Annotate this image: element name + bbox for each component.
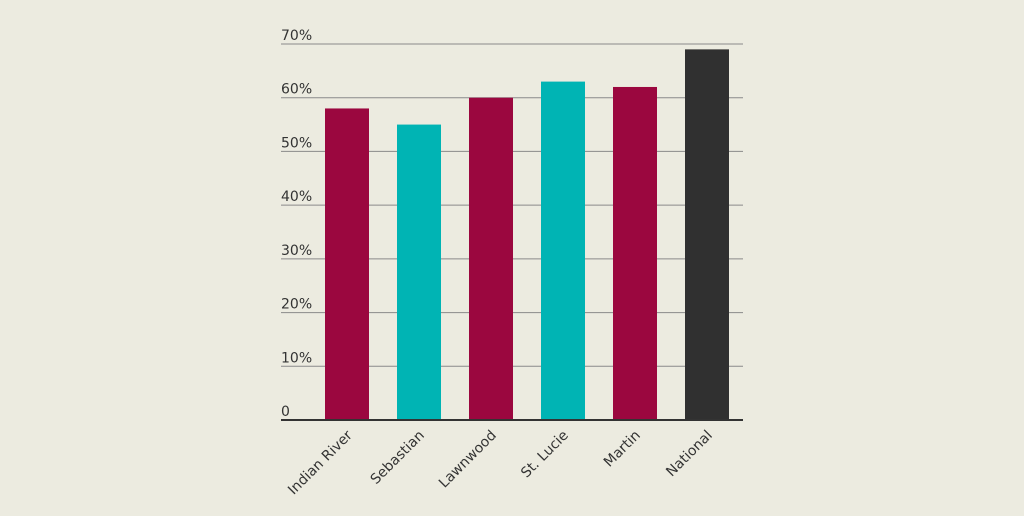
x-axis-tick-labels: Indian River Sebastian Lawnwood St. Lucie Ma… <box>285 427 716 498</box>
y-tick-label: 40% <box>281 189 312 205</box>
y-tick-label: 50% <box>281 135 312 151</box>
x-tick-label: Sebastian <box>368 428 428 488</box>
x-tick-label: St. Lucie <box>518 428 572 482</box>
y-tick-label: 20% <box>281 297 312 313</box>
y-tick-label: 0 <box>281 404 290 420</box>
bar <box>325 108 369 420</box>
y-tick-label: 60% <box>281 82 312 98</box>
bar <box>469 97 513 420</box>
x-tick-label: Martin <box>601 428 644 471</box>
x-tick-label: Indian River <box>285 427 356 498</box>
bar <box>613 86 657 420</box>
x-tick-label: National <box>663 428 716 481</box>
y-tick-label: 10% <box>281 350 312 366</box>
y-tick-label: 70% <box>281 28 312 44</box>
x-tick-label: Lawnwood <box>436 428 500 492</box>
bar <box>397 124 441 421</box>
bar <box>685 49 729 420</box>
y-tick-label: 30% <box>281 243 312 259</box>
bars <box>325 49 729 421</box>
y-axis-tick-labels: 0 10% 20% 30% 40% 50% 60% 70% <box>281 28 312 420</box>
bar <box>541 81 585 420</box>
